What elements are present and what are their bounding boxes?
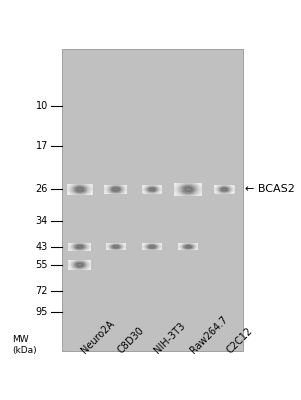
Text: Neuro2A: Neuro2A [80,318,116,355]
Text: 34: 34 [36,216,48,226]
Text: 55: 55 [36,260,48,270]
Text: 26: 26 [36,184,48,194]
Text: C2C12: C2C12 [225,325,254,355]
Text: 72: 72 [36,286,48,296]
Text: 95: 95 [36,307,48,317]
Text: MW
(kDa): MW (kDa) [12,335,37,355]
Text: 10: 10 [36,102,48,112]
Text: 17: 17 [36,141,48,151]
Text: C8D30: C8D30 [116,325,146,355]
Text: 43: 43 [36,242,48,252]
Text: NIH-3T3: NIH-3T3 [152,320,187,355]
FancyBboxPatch shape [62,49,243,351]
Text: Raw264.7: Raw264.7 [188,314,230,355]
Text: ← BCAS2: ← BCAS2 [245,184,295,194]
